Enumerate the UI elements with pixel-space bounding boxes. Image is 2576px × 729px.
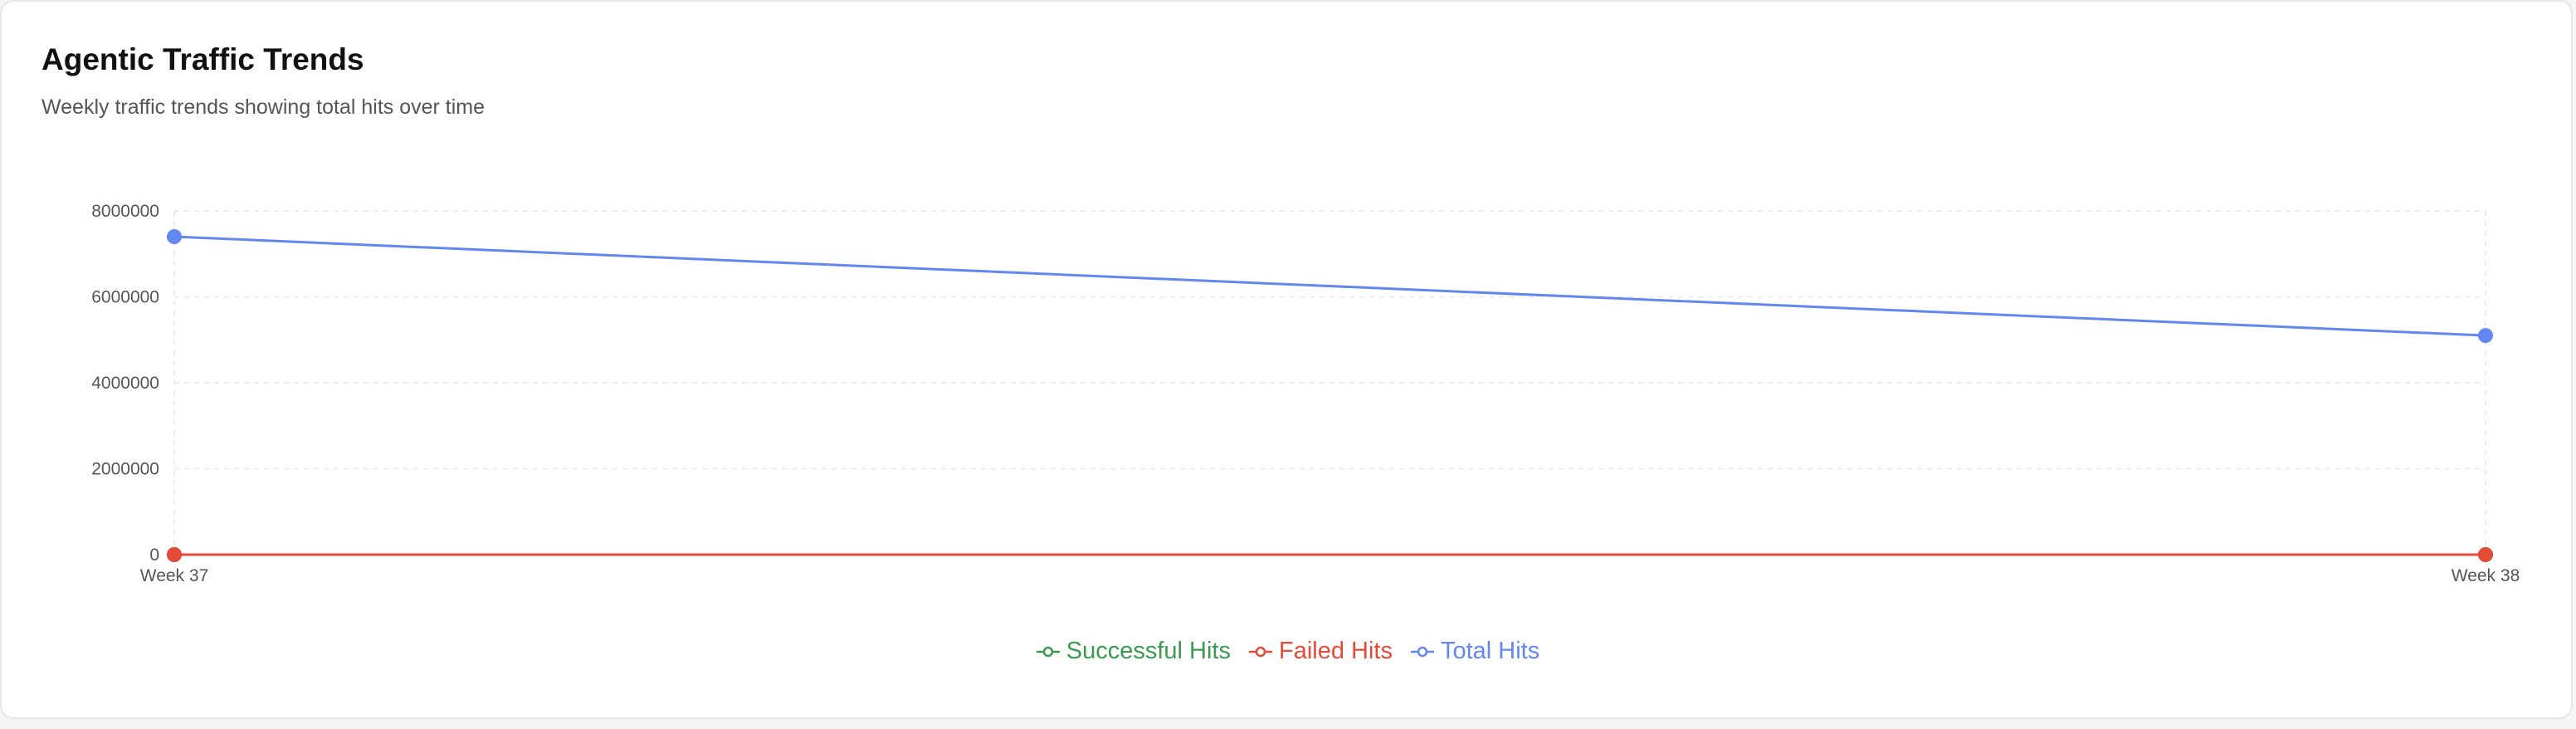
x-axis: Week 37 Week 38 xyxy=(140,566,2520,585)
y-tick-label: 8000000 xyxy=(91,202,159,221)
data-point-failed-hits[interactable] xyxy=(167,547,182,562)
legend-label: Total Hits xyxy=(1440,638,1540,664)
legend-item-total-hits[interactable]: Total Hits xyxy=(1410,638,1540,665)
legend-line-marker-icon xyxy=(1036,646,1060,657)
y-tick-label: 0 xyxy=(149,546,159,565)
data-point-total-hits[interactable] xyxy=(167,229,182,245)
legend-label: Successful Hits xyxy=(1066,638,1231,664)
legend-item-failed-hits[interactable]: Failed Hits xyxy=(1248,638,1393,665)
x-tick-label: Week 37 xyxy=(140,566,209,585)
chart-grid xyxy=(173,210,2486,555)
data-point-failed-hits[interactable] xyxy=(2478,547,2493,562)
chart-series xyxy=(167,229,2493,562)
data-point-total-hits[interactable] xyxy=(2478,328,2493,344)
chart-subtitle: Weekly traffic trends showing total hits… xyxy=(41,95,485,119)
chart-legend: Successful Hits Failed Hits Total Hits xyxy=(0,638,2576,665)
y-tick-label: 2000000 xyxy=(91,460,159,479)
y-tick-label: 4000000 xyxy=(91,374,159,393)
series-line-total-hits xyxy=(173,235,2486,337)
legend-label: Failed Hits xyxy=(1278,638,1393,664)
chart-title: Agentic Traffic Trends xyxy=(41,42,364,76)
legend-line-marker-icon xyxy=(1248,646,1272,657)
legend-item-successful-hits[interactable]: Successful Hits xyxy=(1036,638,1231,665)
y-tick-label: 6000000 xyxy=(91,288,159,307)
legend-line-marker-icon xyxy=(1410,646,1434,657)
x-tick-label: Week 38 xyxy=(2452,566,2520,585)
y-axis: 0 2000000 4000000 6000000 8000000 xyxy=(91,202,159,565)
